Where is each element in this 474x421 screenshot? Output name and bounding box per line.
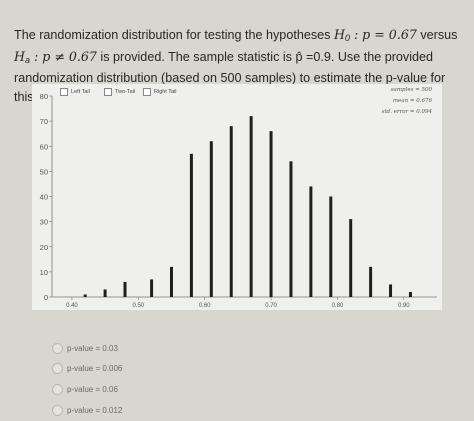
question-text: The randomization distribution for testi… [14, 26, 464, 106]
h0-subscript: 0 [344, 33, 350, 43]
x-tick-label: 0.70 [265, 303, 277, 309]
y-tick-label: 10 [40, 268, 48, 277]
histogram-bar [123, 281, 127, 297]
stats-samples: samples = 500 [390, 87, 432, 93]
histogram-bar [408, 291, 412, 297]
question-versus: versus [416, 28, 458, 42]
ha-subscript: a [24, 54, 30, 65]
y-tick-label: 0 [44, 293, 48, 302]
histogram-bar [349, 219, 353, 297]
two-tail-label: Two-Tail [115, 89, 136, 95]
stats-mean: mean = 0.676 [392, 98, 432, 104]
y-tick-label: 60 [40, 142, 48, 151]
histogram-bar [209, 141, 213, 297]
left-tail-option[interactable]: Left Tail [60, 88, 90, 96]
choice-a[interactable]: p-value = 0.03 [52, 343, 118, 354]
x-tick-label: 0.60 [199, 303, 211, 309]
ha-equation: : p ≠ 0.67 [30, 48, 97, 64]
choice-d[interactable]: p-value = 0.012 [52, 405, 122, 416]
choice-b[interactable]: p-value = 0.006 [52, 363, 122, 374]
right-tail-option[interactable]: Right Tail [143, 88, 177, 96]
histogram-bar [229, 126, 233, 298]
question-line1: The randomization distribution for testi… [14, 28, 334, 42]
x-tick-label: 0.80 [332, 303, 344, 309]
left-tail-checkbox[interactable] [60, 88, 68, 96]
right-tail-checkbox[interactable] [143, 88, 151, 96]
right-tail-label: Right Tail [154, 89, 177, 95]
question-line2: is provided. The sample statistic is p̂ … [96, 49, 434, 64]
choice-d-label: p-value = 0.012 [67, 406, 123, 415]
y-tick-label: 20 [40, 243, 48, 252]
choice-a-label: p-value = 0.03 [67, 344, 118, 353]
choice-c-label: p-value = 0.06 [67, 385, 118, 394]
stats-std-error: std. error = 0.094 [381, 109, 432, 115]
y-tick-label: 80 [40, 92, 48, 101]
choice-d-radio[interactable] [52, 405, 63, 416]
x-tick-label: 0.90 [398, 303, 410, 309]
histogram-bar [309, 186, 313, 297]
choice-b-radio[interactable] [52, 363, 63, 374]
y-tick-label: 40 [40, 193, 48, 202]
ha-symbol: H [14, 48, 25, 64]
choice-b-label: p-value = 0.006 [67, 364, 123, 373]
randomization-chart-panel: 0 10 20 30 40 50 60 70 80 0.40 0.50 0.60 0.70 0.80 0.9… [32, 84, 442, 310]
histogram-bar [329, 196, 333, 297]
histogram-bar [150, 279, 154, 297]
two-tail-checkbox[interactable] [104, 88, 112, 96]
x-tick-label: 0.40 [66, 303, 78, 309]
histogram-bar [169, 266, 173, 297]
histogram-bar [103, 289, 107, 297]
y-tick-label: 70 [40, 117, 48, 126]
histogram-bar [269, 131, 273, 297]
histogram-bar [249, 116, 253, 297]
two-tail-option[interactable]: Two-Tail [104, 88, 135, 96]
y-tick-label: 30 [40, 218, 48, 227]
choice-c[interactable]: p-value = 0.06 [52, 384, 118, 395]
histogram-bar [189, 153, 193, 297]
choice-a-radio[interactable] [52, 343, 63, 354]
h0-equation: : p = 0.67 [349, 27, 417, 42]
histogram-bar [389, 284, 393, 297]
left-tail-label: Left Tail [71, 89, 90, 95]
randomization-chart: 0 10 20 30 40 50 60 70 80 0.40 0.50 0.60 0.70 0.80 0.9… [40, 92, 437, 309]
x-tick-label: 0.50 [132, 303, 144, 309]
choice-c-radio[interactable] [52, 384, 63, 395]
histogram-bar [289, 161, 293, 297]
histogram-bar [83, 294, 87, 297]
h0-symbol: H [333, 27, 345, 42]
histogram-bar [369, 266, 373, 297]
y-tick-label: 50 [40, 167, 48, 176]
